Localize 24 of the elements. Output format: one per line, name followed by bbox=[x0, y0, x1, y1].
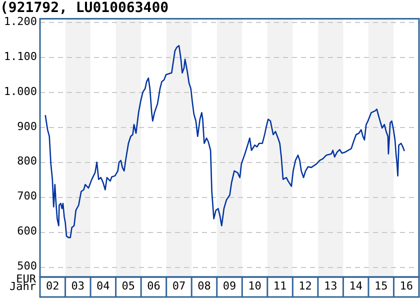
y-tick-label: 900 bbox=[17, 120, 37, 133]
x-tick-label: 16 bbox=[400, 279, 413, 292]
x-tick-label: 08 bbox=[198, 279, 211, 292]
x-tick-label: 11 bbox=[273, 279, 287, 292]
chart-title: (921792, LU010063400 bbox=[0, 0, 169, 16]
x-tick-label: 02 bbox=[46, 279, 60, 292]
y-tick-label: 600 bbox=[17, 224, 37, 238]
x-tick-label: 07 bbox=[172, 279, 186, 292]
x-tick-label: 15 bbox=[374, 279, 388, 292]
x-tick-label: 10 bbox=[248, 279, 262, 292]
y-tick-label: 800 bbox=[17, 154, 37, 168]
x-tick-label: 04 bbox=[96, 279, 110, 292]
x-tick-label: 13 bbox=[324, 279, 338, 292]
y-tick-label: 700 bbox=[17, 190, 37, 203]
x-tick-label: 12 bbox=[298, 279, 312, 292]
x-tick-label: 14 bbox=[349, 279, 363, 292]
y-tick-label: 1.200 bbox=[4, 15, 37, 28]
x-tick-label: 06 bbox=[147, 279, 160, 292]
x-tick-label: 03 bbox=[71, 279, 85, 292]
x-tick-label: 09 bbox=[222, 279, 236, 292]
y-tick-label: 500 bbox=[17, 259, 37, 272]
y-tick-label: 1.100 bbox=[4, 50, 37, 64]
x-tick-label: 05 bbox=[122, 279, 136, 292]
y-tick-label: 1.000 bbox=[4, 84, 37, 98]
